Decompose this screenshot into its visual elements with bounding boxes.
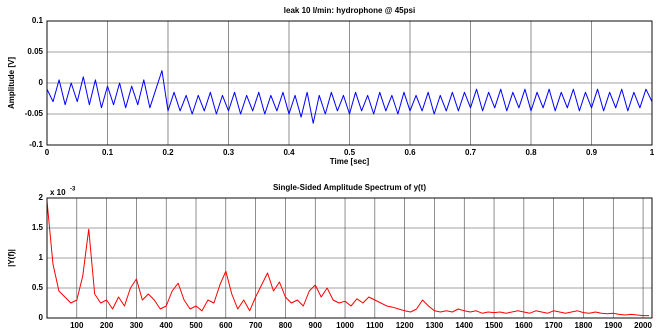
x-tick-label: 1500 — [485, 321, 503, 330]
x-tick-label: 0.2 — [162, 148, 174, 157]
y-tick-label: -0.1 — [29, 140, 43, 149]
y-tick-label: 0 — [39, 78, 44, 87]
x-tick-label: 1000 — [336, 321, 354, 330]
y-tick-label: 0.1 — [32, 16, 44, 25]
x-tick-label: 400 — [160, 321, 174, 330]
x-tick-label: 2000 — [634, 321, 652, 330]
y-axis-label: Amplitude [V] — [7, 57, 16, 109]
x-tick-label: 1600 — [515, 321, 533, 330]
y-tick-label: -0.05 — [25, 109, 44, 118]
y-tick-label: 1.5 — [32, 223, 44, 232]
x-tick-label: 0 — [45, 148, 50, 157]
data-line — [46, 70, 653, 124]
x-tick-label: 1800 — [575, 321, 593, 330]
x-tick-label: 1200 — [396, 321, 414, 330]
x-tick-label: 0.5 — [344, 148, 356, 157]
chart-title: Single-Sided Amplitude Spectrum of y(t) — [273, 183, 426, 192]
x-tick-label: 0.4 — [283, 148, 295, 157]
x-tick-label: 0.8 — [525, 148, 537, 157]
plot-border — [46, 20, 653, 146]
x-tick-label: 100 — [70, 321, 84, 330]
x-tick-label: 0.1 — [102, 148, 114, 157]
x-tick-label: 500 — [189, 321, 203, 330]
x-tick-label: 700 — [249, 321, 263, 330]
y-tick-label: 0.5 — [32, 283, 44, 292]
y-tick-label: 2 — [39, 193, 44, 202]
plot-border — [46, 197, 653, 319]
x-tick-label: 1100 — [366, 321, 384, 330]
x-tick-label: 1900 — [604, 321, 622, 330]
x-tick-label: 1 — [650, 148, 655, 157]
data-line — [46, 200, 650, 317]
y-tick-label: 0 — [39, 313, 44, 322]
x-tick-label: 300 — [130, 321, 144, 330]
x-axis-label: Time [sec] — [330, 157, 370, 166]
x-tick-label: 1300 — [426, 321, 444, 330]
x-tick-label: 0.9 — [586, 148, 598, 157]
x-tick-label: 800 — [279, 321, 293, 330]
y-axis-label: |Y(f)| — [7, 249, 16, 267]
x-tick-label: 0.7 — [465, 148, 477, 157]
x-tick-label: 0.6 — [404, 148, 416, 157]
x-tick-label: 1700 — [545, 321, 563, 330]
x-tick-label: 900 — [309, 321, 323, 330]
chart-title: leak 10 l/min: hydrophone @ 45psi — [284, 6, 415, 15]
y-tick-label: 1 — [39, 253, 44, 262]
x-tick-label: 0.3 — [223, 148, 235, 157]
axis-multiplier-exponent: -3 — [70, 187, 76, 193]
y-tick-label: 0.05 — [27, 47, 43, 56]
x-tick-label: 600 — [219, 321, 233, 330]
x-tick-label: 1400 — [455, 321, 473, 330]
x-tick-label: 200 — [100, 321, 114, 330]
axis-multiplier: x 10 — [50, 188, 66, 197]
